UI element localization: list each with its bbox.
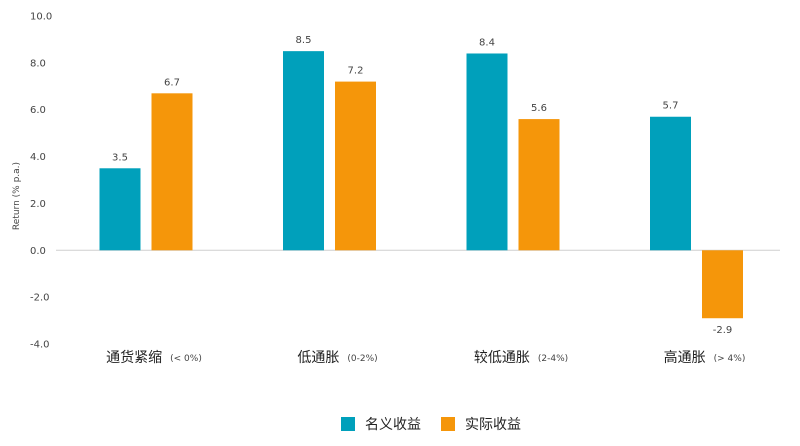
category-label: 较低通胀 (2-4%) [474, 350, 568, 366]
data-label: 7.2 [348, 66, 364, 77]
y-tick-label: -2.0 [30, 293, 50, 304]
category-note: (< 0%) [170, 354, 202, 364]
y-tick-label: -4.0 [30, 340, 50, 351]
category-name: 高通胀 [664, 349, 706, 366]
data-label: 5.6 [531, 103, 547, 114]
y-tick-label: 0.0 [30, 246, 46, 257]
bar [650, 116, 691, 251]
legend: 名义收益 实际收益 [341, 417, 521, 433]
bar [99, 168, 141, 251]
category-name: 较低通胀 [474, 350, 530, 366]
legend-swatch [441, 417, 455, 431]
category-note: (> 4%) [714, 354, 746, 364]
y-tick-label: 6.0 [30, 105, 46, 116]
data-label: -2.9 [713, 325, 733, 336]
bar [335, 81, 376, 251]
bars [99, 51, 743, 319]
category-note: (2-4%) [538, 354, 568, 364]
category-name: 通货紧缩 [106, 349, 162, 366]
legend-label: 名义收益 [365, 417, 421, 433]
y-axis-label: Return (% p.a.) [12, 162, 22, 230]
bar [283, 51, 324, 251]
data-label: 5.7 [663, 101, 679, 112]
category-label: 通货紧缩 (< 0%) [106, 349, 202, 366]
y-axis-ticks: 10.0 8.0 6.0 4.0 2.0 0.0 -2.0 -4.0 [30, 12, 52, 351]
category-label: 高通胀 (> 4%) [664, 349, 746, 366]
bar [518, 119, 560, 251]
bar [151, 93, 193, 251]
data-label: 8.5 [296, 35, 312, 46]
category-label: 低通胀 (0-2%) [297, 350, 377, 366]
y-tick-label: 8.0 [30, 58, 46, 69]
data-label: 3.5 [112, 152, 128, 163]
y-tick-label: 10.0 [30, 12, 52, 23]
bar [702, 250, 743, 319]
category-note: (0-2%) [347, 354, 377, 364]
data-label: 6.7 [164, 77, 180, 88]
bar [466, 53, 508, 251]
value-labels: 3.5 6.7 8.5 7.2 8.4 5.6 5.7 -2.9 [112, 35, 732, 336]
data-label: 8.4 [479, 37, 495, 48]
legend-swatch [341, 417, 355, 431]
y-tick-label: 2.0 [30, 199, 46, 210]
y-tick-label: 4.0 [30, 152, 46, 163]
category-name: 低通胀 [297, 350, 339, 366]
category-labels: 通货紧缩 (< 0%) 低通胀 (0-2%) 较低通胀 (2-4%) 高通胀 (> 4%) [106, 349, 745, 366]
legend-label: 实际收益 [465, 417, 521, 433]
